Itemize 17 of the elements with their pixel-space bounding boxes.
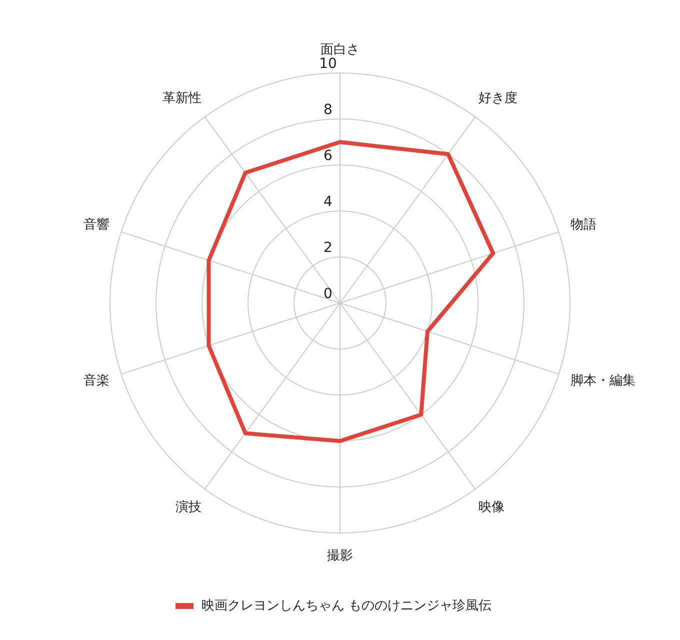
tick: 4: [324, 194, 332, 210]
category: 音楽: [83, 374, 110, 389]
tick: 8: [324, 102, 332, 118]
tick: 2: [324, 240, 332, 256]
category: 面白さ: [320, 42, 360, 58]
category: 物語: [570, 217, 597, 232]
category: 映像: [478, 500, 505, 516]
category: 撮影: [327, 548, 353, 564]
tick: 0: [324, 286, 332, 302]
category: 革新性: [162, 90, 202, 106]
category: 演技: [175, 500, 202, 516]
tick: 10: [319, 56, 337, 72]
category: 音響: [83, 217, 110, 232]
category: 好き度: [478, 90, 518, 106]
legend-label: 映画クレヨンしんちゃん もののけニンジャ珍風伝: [202, 598, 492, 614]
tick: 6: [324, 148, 332, 164]
category: 脚本・編集: [570, 374, 636, 389]
